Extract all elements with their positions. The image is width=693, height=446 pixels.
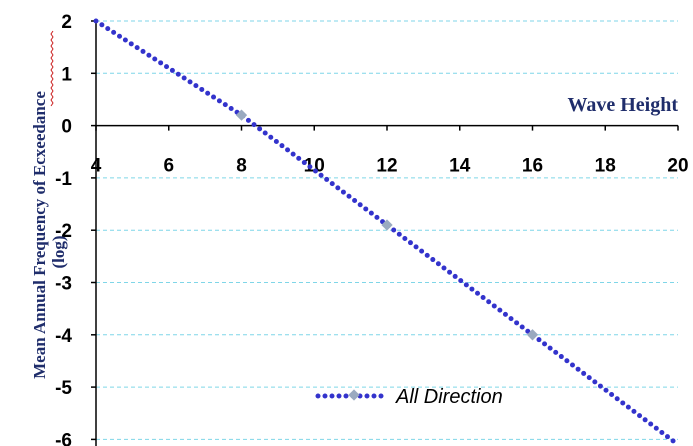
legend-label: All Direction: [395, 386, 503, 408]
legend-marker: [348, 389, 360, 401]
ticks: 210-1-2-3-4-5-64 6 8 10 12 14 16 18 20: [55, 12, 688, 446]
series-point: [381, 219, 393, 231]
x-tick-label: 6: [163, 156, 174, 177]
x-tick-label: 10: [304, 156, 325, 177]
series-line: [93, 18, 681, 446]
x-tick-label: 4: [91, 156, 102, 177]
x-tick-label: 8: [236, 156, 247, 177]
y-tick-label: -3: [55, 274, 72, 295]
y-tick-label: -1: [55, 169, 72, 190]
y-tick-label: -2: [55, 221, 72, 242]
y-tick-label: -6: [55, 430, 72, 446]
x-tick-label: 16: [522, 156, 543, 177]
x-tick-label: 20: [667, 156, 688, 177]
legend: All Direction: [315, 386, 503, 408]
spellcheck-underline: [50, 30, 54, 107]
series: [93, 18, 681, 446]
y-tick-label: -5: [55, 378, 72, 399]
x-axis-title: Wave Height: [567, 94, 678, 116]
series-point: [526, 329, 539, 341]
y-tick-label: 1: [61, 64, 72, 85]
x-tick-label: 14: [449, 156, 471, 177]
y-tick-label: 2: [61, 12, 72, 33]
y-axis-title: Mean Annual Frequency of Ecxeedance: [30, 91, 49, 379]
x-tick-label: 18: [595, 156, 616, 177]
y-axis-title-unit: (log): [49, 235, 68, 268]
y-tick-label: 0: [61, 117, 72, 138]
x-tick-label: 12: [376, 156, 397, 177]
y-tick-label: -4: [55, 326, 72, 347]
